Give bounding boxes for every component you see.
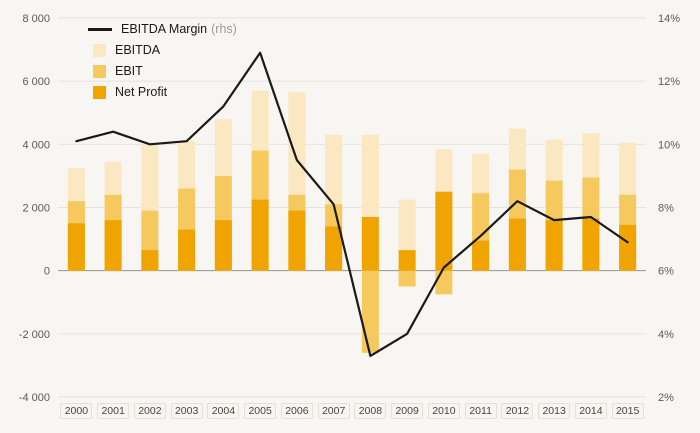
- left-axis-tick-4000: 4 000: [22, 139, 50, 151]
- legend-item-ebitda-margin: EBITDA Margin (rhs): [88, 22, 237, 36]
- left-axis-tick--4000: -4 000: [19, 392, 50, 404]
- right-axis-tick-2: 2%: [658, 392, 674, 404]
- left-axis-tick-2000: 2 000: [22, 203, 50, 215]
- bar-ebit-2008: [361, 270, 379, 353]
- chart-legend: EBITDA Margin (rhs) EBITDA EBIT Net Prof…: [88, 22, 237, 99]
- ebit-swatch-icon: [93, 64, 106, 78]
- legend-item-net-profit: Net Profit: [88, 85, 237, 99]
- bar-net-profit-2007: [325, 226, 343, 271]
- bar-net-profit-2006: [288, 210, 306, 271]
- bar-net-profit-2014: [582, 218, 600, 271]
- bar-net-profit-2011: [472, 240, 490, 271]
- right-axis-tick-10: 10%: [658, 139, 680, 151]
- legend-label: EBITDA Margin: [121, 22, 208, 36]
- bar-net-profit-2008: [361, 216, 379, 271]
- bar-net-profit-2005: [251, 199, 269, 271]
- bar-net-profit-2001: [104, 220, 122, 271]
- right-axis-tick-4: 4%: [658, 329, 674, 341]
- left-axis-tick-8000: 8 000: [22, 13, 50, 25]
- legend-label: EBITDA: [115, 43, 161, 57]
- bar-net-profit-2003: [178, 229, 196, 271]
- legend-item-ebitda: EBITDA: [88, 43, 237, 57]
- bar-net-profit-2013: [545, 220, 563, 271]
- bar-ebit-2009: [398, 270, 416, 287]
- net-profit-swatch-icon: [93, 85, 106, 99]
- left-axis-tick-0: 0: [44, 266, 50, 278]
- bar-net-profit-2009: [398, 250, 416, 271]
- line-swatch-icon: [88, 27, 112, 31]
- bar-net-profit-2015: [619, 224, 637, 271]
- bar-net-profit-2000: [67, 223, 85, 271]
- right-axis-tick-12: 12%: [658, 76, 680, 88]
- right-axis-tick-8: 8%: [658, 203, 674, 215]
- right-axis-tick-6: 6%: [658, 266, 674, 278]
- bar-ebit-2010: [435, 270, 453, 295]
- legend-item-ebit: EBIT: [88, 64, 237, 78]
- left-axis-tick--2000: -2 000: [19, 329, 50, 341]
- bar-net-profit-2004: [214, 220, 232, 271]
- legend-label: EBIT: [115, 64, 143, 78]
- bar-net-profit-2002: [141, 250, 159, 271]
- legend-label: Net Profit: [115, 85, 168, 99]
- ebitda-margin-line: [75, 51, 629, 358]
- legend-suffix-rhs: (rhs): [211, 22, 237, 36]
- right-axis-tick-14: 14%: [658, 13, 680, 25]
- bar-net-profit-2010: [435, 191, 453, 271]
- bar-net-profit-2012: [508, 218, 526, 271]
- left-axis-tick-6000: 6 000: [22, 76, 50, 88]
- ebitda-swatch-icon: [93, 43, 106, 57]
